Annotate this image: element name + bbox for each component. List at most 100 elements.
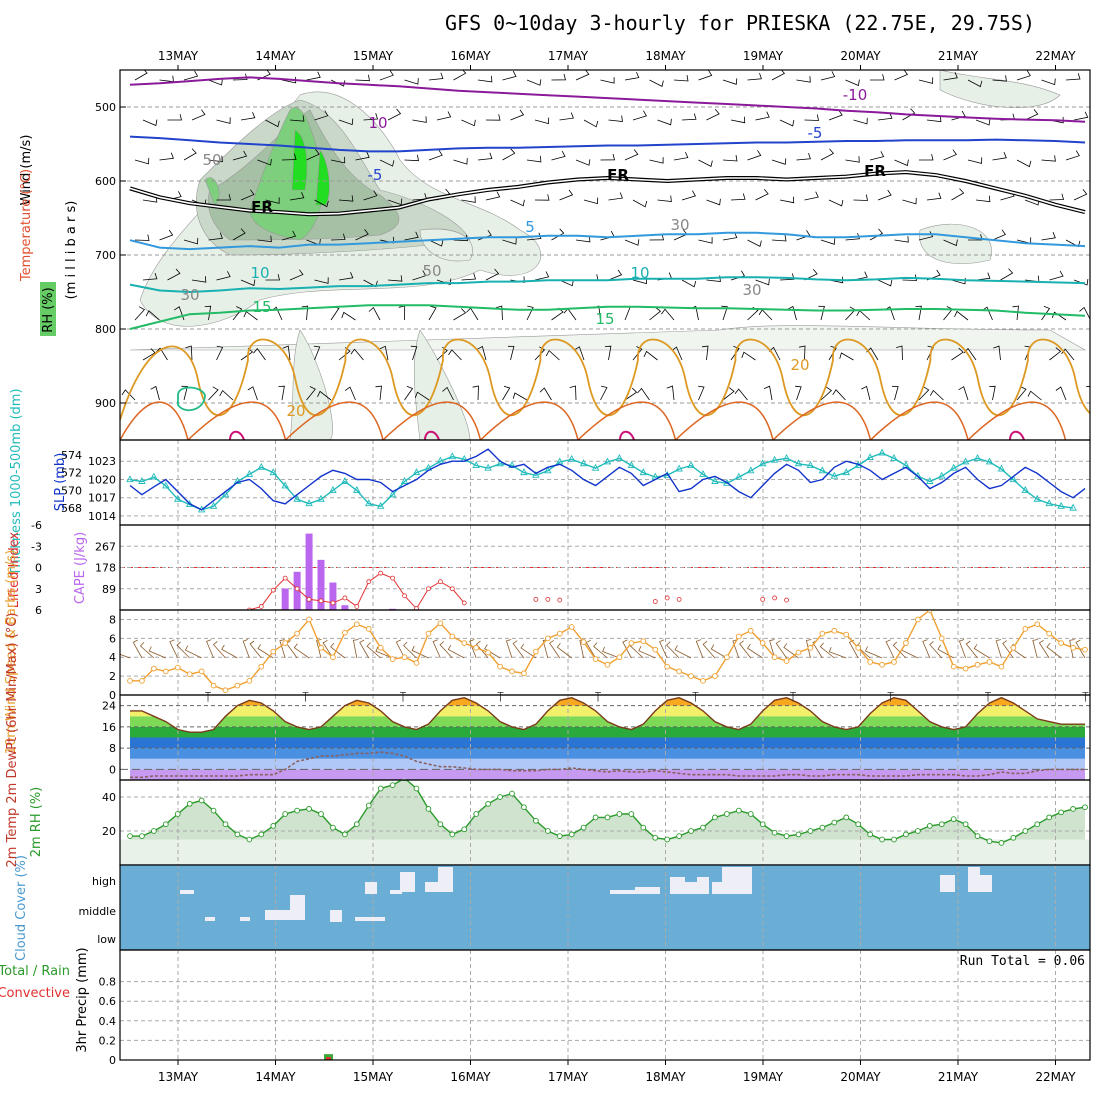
wind-barb: [730, 193, 746, 201]
rh-series-point: [855, 821, 862, 828]
wind-speed-series-point: [986, 659, 993, 665]
wind-barb: [485, 191, 501, 201]
wind-barb: [142, 272, 158, 281]
thickness-series-point: [878, 448, 886, 456]
wind-barb: [404, 385, 414, 401]
wind-barb: [673, 151, 689, 161]
wind-barb: [387, 198, 403, 206]
lifted-point: [784, 597, 789, 603]
x-date-bottom-7: 20MAY: [840, 1070, 881, 1084]
wind-barb: [730, 270, 745, 281]
temp-ytick-3: 24: [102, 700, 116, 713]
wind-barb-10m: [505, 639, 513, 659]
wind-barb-10m: [585, 639, 596, 659]
wind-barb: [1073, 111, 1089, 121]
wind-speed-series-point: [210, 682, 217, 689]
wind-barb-10m: [1046, 642, 1062, 659]
rh-series-point: [365, 802, 372, 809]
wind-barb: [722, 155, 738, 162]
rh-series-point: [1022, 828, 1029, 834]
wind-barb: [698, 159, 713, 167]
wind-barb: [1016, 70, 1031, 81]
wind-speed-series-point: [1034, 621, 1041, 628]
wind-barb: [1049, 193, 1065, 201]
wind-barb: [368, 306, 381, 321]
wind-barb: [574, 346, 585, 361]
rh-series-point: [306, 806, 312, 812]
wind-barb-10m: [221, 644, 238, 659]
wind-barb: [341, 311, 356, 321]
wind-barb: [289, 115, 305, 122]
wind-barb-10m: [995, 639, 1002, 659]
wind-barb: [796, 230, 811, 241]
lifted-point: [760, 596, 766, 602]
wind-speed-series-point: [151, 665, 157, 672]
wind-barb: [1041, 78, 1056, 86]
wind-speed-series-point: [831, 627, 838, 634]
wind-barb: [301, 305, 309, 321]
wind-barb: [379, 70, 394, 81]
contour-label-11: 15: [595, 310, 614, 328]
wind-barb: [624, 239, 640, 246]
wind-barb: [681, 113, 697, 121]
wind-barb-10m: [293, 643, 310, 659]
wind-barb: [375, 385, 382, 401]
rh-series-point: [318, 811, 324, 817]
wind-barb: [608, 269, 623, 281]
x-date-top-3: 16MAY: [450, 49, 491, 63]
wind-barb-10m: [638, 646, 656, 659]
wind-barb-10m: [285, 640, 298, 659]
cape-bar: [281, 588, 289, 610]
thickness-series-point: [496, 459, 504, 467]
wind-speed-series-point: [282, 640, 289, 646]
lifted-ytick-2: 0: [35, 562, 42, 575]
isotherm-30-0: [229, 430, 245, 440]
lifted-point: [294, 586, 300, 592]
wind-barb: [771, 158, 787, 165]
rh-series-point: [186, 800, 193, 807]
thickness-series-point: [782, 453, 791, 461]
wind-barb: [954, 310, 969, 321]
lifted-point: [461, 600, 467, 606]
wind-barb: [943, 239, 958, 247]
rh-series-point: [903, 831, 909, 838]
thickness-series-point: [221, 490, 230, 498]
x-date-bottom-8: 21MAY: [938, 1070, 979, 1084]
lifted-point: [664, 595, 670, 601]
thickness-series-point: [579, 459, 588, 467]
rh-contour-10: [129, 325, 1087, 351]
wind-barb: [534, 271, 550, 281]
thickness-series-point: [711, 477, 719, 484]
rh-series-point: [330, 824, 336, 831]
thickness-series-point: [329, 485, 337, 493]
rh-series-point: [270, 823, 277, 829]
isotherm-25: [120, 401, 1067, 440]
wind-barb: [575, 70, 590, 81]
rh-series-point: [986, 838, 993, 845]
wind-barb-10m: [702, 640, 716, 659]
wind-barb: [763, 385, 773, 401]
cloud-block-3: [265, 910, 295, 920]
wind-barb: [869, 151, 885, 161]
thickness-series-point: [341, 477, 349, 484]
wind-barb: [892, 385, 899, 401]
wind-barb: [155, 347, 168, 361]
upper-air-plot: [120, 70, 1090, 440]
x-date-top-8: 21MAY: [938, 49, 979, 63]
wind-barb: [216, 271, 231, 281]
wind-barb: [216, 345, 224, 361]
wind-barb: [240, 279, 256, 287]
contour-label-18: 30: [742, 281, 761, 299]
slp-ytick-0: 1014: [88, 510, 116, 523]
wind-barb: [856, 309, 871, 321]
wind-barb: [1041, 305, 1051, 321]
wind-speed-series-point: [747, 627, 754, 634]
lifted-ytick-4: 6: [35, 604, 42, 617]
wind-barb: [975, 195, 991, 203]
cloud-block-12: [610, 890, 635, 894]
wind-speed-series-point: [353, 621, 360, 628]
slp-ytick-2: 1020: [88, 473, 116, 486]
cloud-block-20: [968, 867, 980, 892]
wind-barb: [265, 119, 280, 128]
wind-barb-10m: [549, 640, 561, 659]
